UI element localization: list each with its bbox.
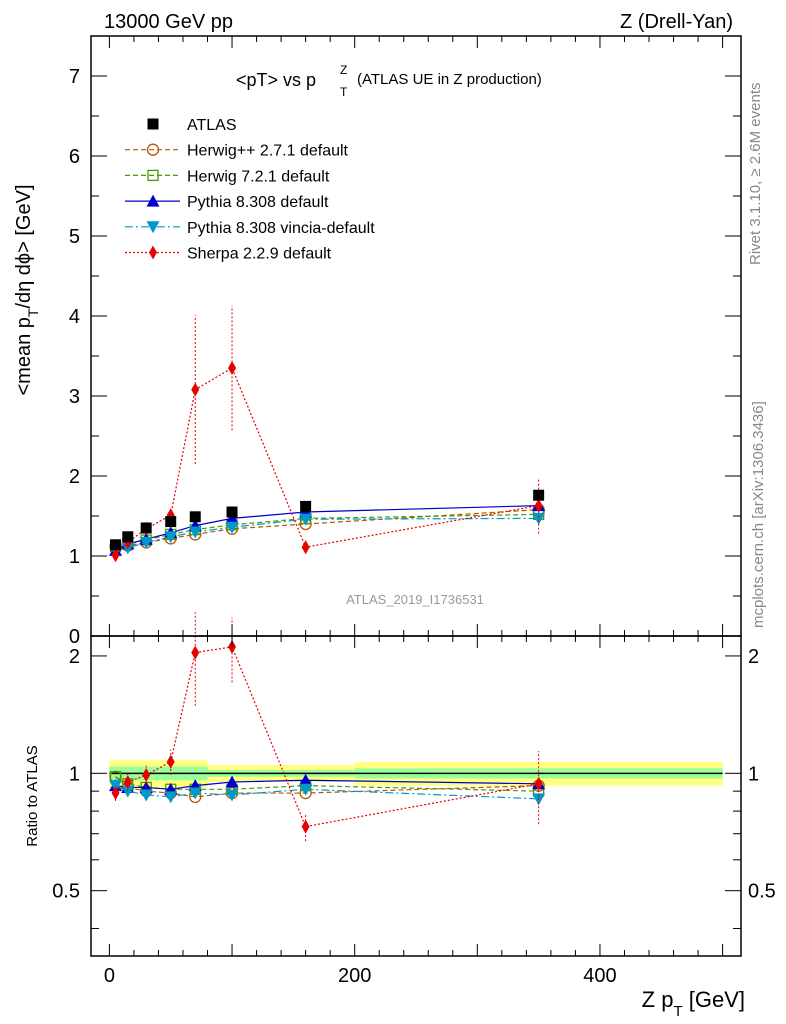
legend-label: Herwig++ 2.7.1 default <box>187 143 349 160</box>
main-y-tick-label: 6 <box>69 146 80 168</box>
ratio-point-pythia-8-308-vincia-default <box>188 787 202 800</box>
plot-title: <pT> vs p Z T (ATLAS UE in Z production) <box>236 63 542 99</box>
main-point-atlas <box>226 506 238 518</box>
main-y-tick-label: 3 <box>69 386 80 408</box>
legend-item-sherpa-2-2-9-default: Sherpa 2.2.9 default <box>125 245 332 263</box>
plot-title-sub: T <box>340 85 348 99</box>
main-point-pythia-8-308-vincia-default <box>139 536 153 549</box>
header-right: Z (Drell-Yan) <box>620 11 733 33</box>
main-point-atlas <box>122 531 134 543</box>
main-point-pythia-8-308-vincia-default <box>225 521 239 534</box>
ratio-point-sherpa-2-2-9-default <box>301 819 310 834</box>
ratio-y-axis-label: Ratio to ATLAS <box>24 745 41 846</box>
x-tick-label: 200 <box>338 965 371 987</box>
legend-marker <box>147 118 159 130</box>
ratio-panel-series <box>109 612 546 842</box>
analysis-watermark: ATLAS_2019_I1736531 <box>346 592 484 607</box>
mcplots-label: mcplots.cern.ch [arXiv:1306.3436] <box>750 401 767 628</box>
ratio-point-pythia-8-308-vincia-default <box>299 783 313 796</box>
main-point-pythia-8-308-vincia-default <box>164 531 178 544</box>
legend: ATLAS Herwig++ 2.7.1 default Herwig 7.2.1 … <box>125 117 375 263</box>
axes: 0 200 400 0 1 2 3 4 5 6 7 0.5 0.5 1 1 2 2 <box>52 35 776 987</box>
main-y-tick-label: 2 <box>69 466 80 488</box>
x-tick-label: 400 <box>583 965 616 987</box>
legend-item-atlas: ATLAS <box>147 117 237 134</box>
main-point-sherpa-2-2-9-default <box>228 361 237 375</box>
main-y-tick-label: 1 <box>69 546 80 568</box>
main-line-pythia-8-308-default <box>115 505 539 551</box>
legend-marker <box>149 245 157 260</box>
ratio-point-sherpa-2-2-9-default <box>191 645 200 660</box>
main-point-pythia-8-308-vincia-default <box>188 526 202 539</box>
main-point-sherpa-2-2-9-default <box>534 498 543 513</box>
ratio-point-pythia-8-308-default <box>225 775 239 788</box>
ratio-point-sherpa-2-2-9-default <box>534 776 543 791</box>
main-y-tick-label: 7 <box>69 66 80 88</box>
main-point-atlas <box>533 489 545 501</box>
main-y-axis-label: <mean pT/dη dϕ> [GeV] <box>13 184 41 395</box>
main-point-pythia-8-308-vincia-default <box>299 513 313 526</box>
plot-title-main: <pT> vs p <box>236 70 316 90</box>
legend-label: Pythia 8.308 default <box>187 194 329 211</box>
ratio-line-herwig-7-2-1-default <box>115 776 539 792</box>
legend-label: Sherpa 2.2.9 default <box>187 246 332 263</box>
legend-marker <box>147 169 159 182</box>
ratio-point-sherpa-2-2-9-default <box>111 786 120 801</box>
main-point-atlas <box>189 511 201 523</box>
header-left: 13000 GeV pp <box>104 11 233 33</box>
ratio-point-pythia-8-308-vincia-default <box>121 785 135 798</box>
main-y-tick-label: 0 <box>69 626 80 648</box>
ratio-point-sherpa-2-2-9-default <box>123 775 132 790</box>
ratio-y-tick-label: 2 <box>69 646 80 668</box>
main-point-atlas <box>110 539 122 551</box>
main-series-atlas <box>110 489 545 551</box>
main-line-pythia-8-308-vincia-default <box>115 517 539 551</box>
legend-marker <box>146 194 160 207</box>
ratio-point-pythia-8-308-vincia-default <box>225 789 239 802</box>
legend-label: Herwig 7.2.1 default <box>187 168 330 185</box>
main-y-tick-label: 5 <box>69 226 80 248</box>
legend-item-herwig-7-2-1-default: Herwig 7.2.1 default <box>125 168 330 185</box>
x-axis-label: Z pT [GeV] <box>642 987 745 1020</box>
main-point-atlas <box>140 522 152 534</box>
main-point-sherpa-2-2-9-default <box>111 548 120 563</box>
main-point-sherpa-2-2-9-default <box>301 540 310 555</box>
main-series-pythia-8-308-default <box>109 499 546 556</box>
main-point-sherpa-2-2-9-default <box>191 382 200 397</box>
ratio-series-sherpa-2-2-9-default <box>111 612 543 842</box>
ratio-point-pythia-8-308-vincia-default <box>139 789 153 802</box>
ratio-y-tick-label-right: 2 <box>748 646 759 668</box>
plot-title-paren: (ATLAS UE in Z production) <box>357 71 542 88</box>
main-point-pythia-8-308-vincia-default <box>532 512 546 525</box>
main-panel-series <box>109 305 546 563</box>
legend-item-pythia-8-308-default: Pythia 8.308 default <box>125 194 329 211</box>
ratio-y-tick-label-right: 0.5 <box>748 881 776 903</box>
main-point-atlas <box>165 516 177 528</box>
legend-marker <box>146 221 160 234</box>
ratio-y-tick-label-right: 1 <box>748 763 759 785</box>
ratio-panel-frame <box>90 635 742 957</box>
rivet-label: Rivet 3.1.10, ≥ 2.6M events <box>747 83 764 266</box>
x-tick-label: 0 <box>104 965 115 987</box>
ratio-point-pythia-8-308-vincia-default <box>164 791 178 804</box>
legend-item-pythia-8-308-vincia-default: Pythia 8.308 vincia-default <box>125 220 375 237</box>
ratio-point-sherpa-2-2-9-default <box>166 754 175 769</box>
legend-marker <box>146 143 160 156</box>
ratio-point-pythia-8-308-default <box>299 773 313 786</box>
main-y-tick-label: 4 <box>69 306 80 328</box>
ratio-point-sherpa-2-2-9-default <box>142 768 151 783</box>
ratio-y-tick-label: 1 <box>69 763 80 785</box>
ratio-line-sherpa-2-2-9-default <box>115 646 539 828</box>
legend-label: Pythia 8.308 vincia-default <box>187 220 375 237</box>
main-point-atlas <box>300 500 312 512</box>
legend-label: ATLAS <box>187 117 237 134</box>
ratio-y-tick-label: 0.5 <box>52 881 80 903</box>
plot-title-sup: Z <box>340 63 347 77</box>
legend-item-herwig-2-7-1-default: Herwig++ 2.7.1 default <box>125 143 349 160</box>
main-line-sherpa-2-2-9-default <box>115 367 539 556</box>
main-point-pythia-8-308-default <box>225 511 239 524</box>
main-line-herwig-7-2-1-default <box>115 513 539 547</box>
main-line-herwig-2-7-1-default <box>115 509 539 547</box>
